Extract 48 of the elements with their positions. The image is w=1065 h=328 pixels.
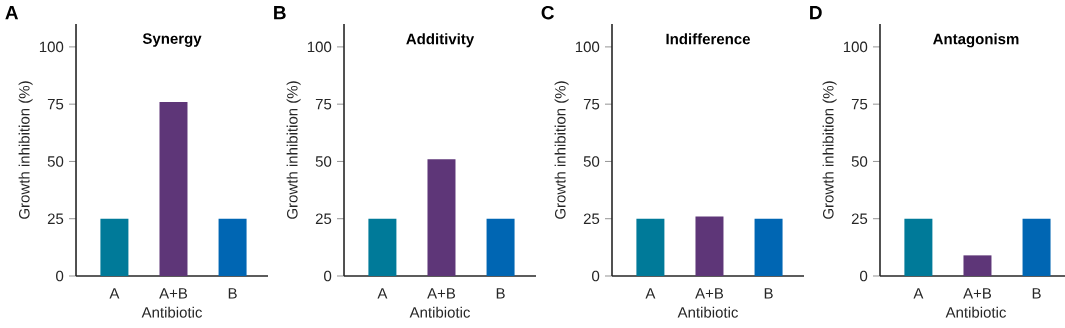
x-tick-label: B <box>1032 288 1041 299</box>
x-tick-label: A <box>109 288 120 299</box>
y-tick-label: 0 <box>56 270 64 282</box>
x-axis-title: Antibiotic <box>677 306 739 318</box>
y-tick-label: 100 <box>39 41 64 53</box>
text: Synergy <box>142 33 202 47</box>
y-tick-label: 100 <box>575 41 600 53</box>
y-axis-title: Growth inhibition (%) <box>554 81 569 219</box>
y-axis-title: Growth inhibition (%) <box>286 81 301 219</box>
y-tick-label: 0 <box>324 270 332 282</box>
text: D <box>810 6 822 20</box>
y-tick-label: 25 <box>47 213 64 225</box>
x-tick-label: B <box>764 288 773 299</box>
y-tick-label: 25 <box>851 213 868 225</box>
y-tick-label: 75 <box>315 98 332 110</box>
x-axis-title: Antibiotic <box>409 306 471 318</box>
y-tick-label: 0 <box>860 270 868 282</box>
y-axis-title: Growth inhibition (%) <box>822 81 837 219</box>
y-tick-label: 50 <box>315 156 332 167</box>
y-tick-label: 25 <box>315 213 332 225</box>
y-tick-label: 50 <box>583 156 600 167</box>
text: B <box>274 6 286 20</box>
y-tick-label: 75 <box>47 98 64 110</box>
y-tick-label: 25 <box>583 213 600 225</box>
x-axis-title: Antibiotic <box>945 306 1007 318</box>
text: Additivity <box>406 33 475 48</box>
x-tick-label: B <box>228 288 237 299</box>
y-tick-label: 75 <box>583 98 600 110</box>
x-tick-label: A+B <box>427 288 456 299</box>
x-tick-label: A <box>377 288 388 299</box>
x-tick-label: A <box>913 288 924 299</box>
x-tick-label: A <box>645 288 656 299</box>
text: C <box>541 5 555 20</box>
y-tick-label: 100 <box>843 41 868 53</box>
text: A <box>5 6 19 20</box>
y-tick-label: 75 <box>851 98 868 110</box>
y-tick-label: 0 <box>592 270 600 282</box>
x-axis-title: Antibiotic <box>141 306 203 318</box>
x-tick-label: A+B <box>963 288 992 299</box>
x-tick-label: A+B <box>695 288 724 299</box>
text: Antagonism <box>933 33 1019 48</box>
x-tick-label: A+B <box>159 288 188 299</box>
y-tick-label: 50 <box>47 156 64 167</box>
y-axis-title: Growth inhibition (%) <box>18 81 33 219</box>
x-tick-label: B <box>496 288 505 299</box>
y-tick-label: 100 <box>307 41 332 53</box>
chart-title: Indifference <box>666 33 750 45</box>
y-tick-label: 50 <box>851 156 868 167</box>
